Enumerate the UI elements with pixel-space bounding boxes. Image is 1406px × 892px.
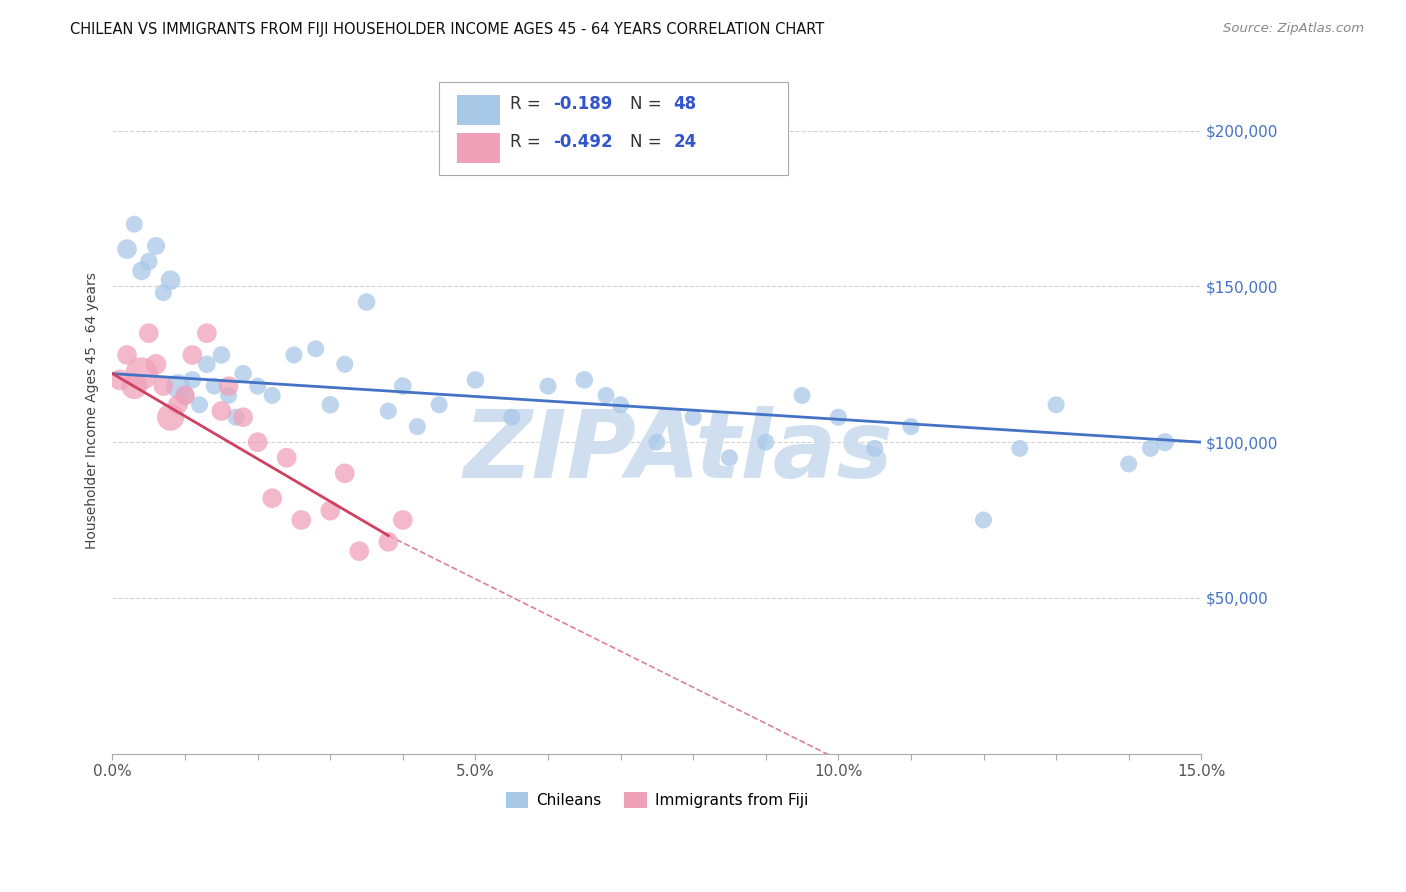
Point: [122, 217, 145, 231]
Point: [283, 348, 305, 362]
Point: [427, 398, 450, 412]
Point: [122, 379, 145, 393]
Point: [682, 410, 704, 425]
Point: [262, 388, 284, 402]
Y-axis label: Householder Income Ages 45 - 64 years: Householder Income Ages 45 - 64 years: [86, 273, 100, 549]
Point: [1008, 442, 1031, 456]
FancyBboxPatch shape: [457, 133, 501, 163]
Point: [305, 342, 328, 356]
Point: [218, 379, 240, 393]
Point: [333, 467, 356, 481]
Point: [166, 379, 188, 393]
Point: [174, 388, 197, 402]
Point: [464, 373, 486, 387]
Point: [138, 326, 160, 341]
Point: [246, 435, 269, 450]
Point: [209, 404, 232, 418]
Point: [827, 410, 849, 425]
Point: [377, 404, 399, 418]
Text: -0.492: -0.492: [554, 133, 613, 151]
Point: [195, 326, 218, 341]
Point: [356, 295, 378, 310]
Text: Source: ZipAtlas.com: Source: ZipAtlas.com: [1223, 22, 1364, 36]
Point: [973, 513, 995, 527]
Point: [333, 357, 356, 371]
Point: [115, 242, 138, 256]
Point: [225, 410, 247, 425]
Point: [152, 379, 174, 393]
Point: [145, 357, 167, 371]
Text: -0.189: -0.189: [554, 95, 613, 112]
Point: [181, 373, 204, 387]
Point: [145, 239, 167, 253]
Point: [790, 388, 813, 402]
Point: [319, 503, 342, 517]
Point: [900, 419, 922, 434]
Point: [174, 388, 197, 402]
Point: [1139, 442, 1161, 456]
Legend: Chileans, Immigrants from Fiji: Chileans, Immigrants from Fiji: [499, 786, 814, 814]
Point: [574, 373, 596, 387]
Text: ZIPAtlas: ZIPAtlas: [464, 406, 894, 498]
Point: [319, 398, 342, 412]
Point: [863, 442, 886, 456]
Point: [392, 513, 415, 527]
Point: [377, 534, 399, 549]
Point: [755, 435, 778, 450]
Point: [232, 410, 254, 425]
Point: [501, 410, 523, 425]
Text: R =: R =: [510, 133, 546, 151]
Point: [195, 357, 218, 371]
Point: [232, 367, 254, 381]
Point: [159, 273, 181, 287]
Point: [131, 367, 153, 381]
Point: [115, 348, 138, 362]
Text: 48: 48: [673, 95, 696, 112]
Text: 24: 24: [673, 133, 696, 151]
Point: [392, 379, 415, 393]
Point: [159, 410, 181, 425]
Point: [1118, 457, 1140, 471]
Point: [1045, 398, 1067, 412]
Point: [262, 491, 284, 506]
Point: [718, 450, 741, 465]
Point: [1154, 435, 1177, 450]
Point: [188, 398, 211, 412]
Text: CHILEAN VS IMMIGRANTS FROM FIJI HOUSEHOLDER INCOME AGES 45 - 64 YEARS CORRELATIO: CHILEAN VS IMMIGRANTS FROM FIJI HOUSEHOL…: [70, 22, 824, 37]
Point: [537, 379, 560, 393]
Point: [595, 388, 617, 402]
Point: [138, 254, 160, 268]
Point: [349, 544, 371, 558]
Text: N =: N =: [630, 95, 666, 112]
Text: R =: R =: [510, 95, 546, 112]
Point: [290, 513, 312, 527]
Text: N =: N =: [630, 133, 666, 151]
Point: [181, 348, 204, 362]
Point: [108, 373, 131, 387]
Point: [276, 450, 298, 465]
Point: [152, 285, 174, 300]
Point: [202, 379, 225, 393]
FancyBboxPatch shape: [457, 95, 501, 125]
Point: [166, 398, 188, 412]
Point: [609, 398, 631, 412]
Point: [131, 264, 153, 278]
FancyBboxPatch shape: [439, 82, 787, 175]
Point: [209, 348, 232, 362]
Point: [406, 419, 429, 434]
Point: [218, 388, 240, 402]
Point: [645, 435, 668, 450]
Point: [246, 379, 269, 393]
